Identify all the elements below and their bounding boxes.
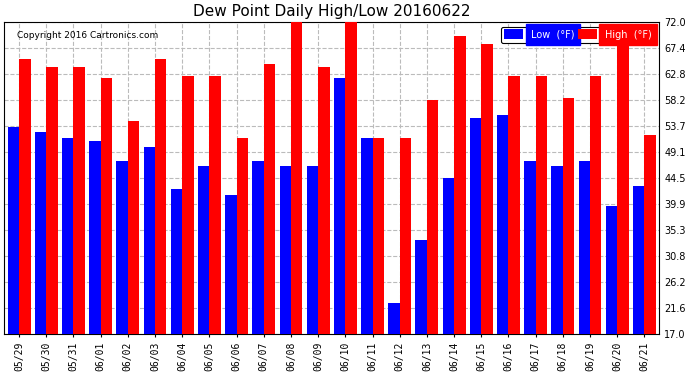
Bar	[8, 127, 19, 334]
Bar	[144, 147, 155, 334]
Bar	[497, 116, 509, 334]
Bar	[618, 24, 629, 334]
Bar	[373, 138, 384, 334]
Bar	[264, 64, 275, 334]
Bar	[291, 22, 302, 334]
Bar	[388, 303, 400, 334]
Legend: Low  (°F), High  (°F): Low (°F), High (°F)	[501, 27, 655, 43]
Bar	[171, 189, 182, 334]
Bar	[198, 166, 210, 334]
Bar	[334, 78, 346, 334]
Bar	[74, 67, 85, 334]
Bar	[606, 206, 618, 334]
Bar	[62, 138, 74, 334]
Bar	[563, 98, 574, 334]
Bar	[361, 138, 373, 334]
Bar	[415, 240, 427, 334]
Bar	[346, 16, 357, 334]
Bar	[279, 166, 291, 334]
Bar	[19, 58, 30, 334]
Bar	[128, 121, 139, 334]
Bar	[579, 161, 590, 334]
Bar	[237, 138, 248, 334]
Title: Dew Point Daily High/Low 20160622: Dew Point Daily High/Low 20160622	[193, 4, 471, 19]
Bar	[225, 195, 237, 334]
Bar	[509, 76, 520, 334]
Bar	[644, 135, 656, 334]
Bar	[210, 76, 221, 334]
Bar	[535, 76, 547, 334]
Bar	[253, 161, 264, 334]
Bar	[443, 178, 454, 334]
Bar	[117, 161, 128, 334]
Bar	[307, 166, 318, 334]
Bar	[524, 161, 535, 334]
Bar	[46, 67, 58, 334]
Bar	[182, 76, 194, 334]
Bar	[551, 166, 563, 334]
Bar	[155, 58, 166, 334]
Bar	[101, 78, 112, 334]
Text: Copyright 2016 Cartronics.com: Copyright 2016 Cartronics.com	[17, 31, 159, 40]
Bar	[318, 67, 330, 334]
Bar	[35, 132, 46, 334]
Bar	[89, 141, 101, 334]
Bar	[482, 44, 493, 334]
Bar	[454, 36, 466, 334]
Bar	[400, 138, 411, 334]
Bar	[633, 186, 644, 334]
Bar	[470, 118, 482, 334]
Bar	[590, 76, 602, 334]
Bar	[427, 100, 438, 334]
